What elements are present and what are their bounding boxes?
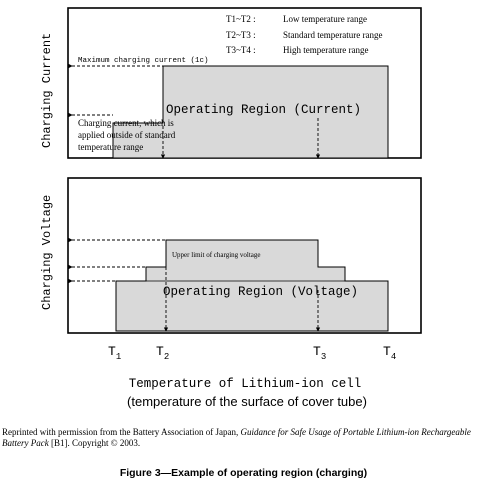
tick-t1: T1 <box>108 344 121 362</box>
legend-label-standard: Standard temperature range <box>283 30 382 40</box>
outside-note-line-3: temperature range <box>78 142 143 152</box>
tick-t2: T2 <box>156 344 169 362</box>
tick-t3: T3 <box>313 344 326 362</box>
temperature-axis: T1 T2 T3 T4 Temperature of Lithium-ion c… <box>108 344 396 409</box>
voltage-y-axis-label: Charging Voltage <box>40 195 54 310</box>
current-region-label: Operating Region (Current) <box>166 103 361 117</box>
max-current-label: Maximum charging current (1c) <box>78 57 209 65</box>
current-y-axis-label: Charging Current <box>40 33 54 148</box>
outside-note-line-2: applied outside of standard <box>78 130 176 140</box>
reprint-credit: Reprinted with permission from the Batte… <box>2 427 486 449</box>
tick-t4: T4 <box>383 344 396 362</box>
legend-range-low: T1~T2 : <box>226 14 256 24</box>
figure-caption: Figure 3—Example of operating region (ch… <box>119 467 368 479</box>
voltage-panel: Charging Voltage Upper limit of charging… <box>40 177 422 334</box>
voltage-region-label: Operating Region (Voltage) <box>163 285 358 299</box>
outside-note-line-1: Charging current, which is <box>78 118 174 128</box>
legend-range-high: T3~T4 : <box>226 45 256 55</box>
credit-suffix: [B1]. Copyright © 2003. <box>48 438 141 448</box>
legend-label-high: High temperature range <box>283 45 368 55</box>
temperature-range-legend: T1~T2 : Low temperature range T2~T3 : St… <box>226 14 382 55</box>
x-axis-title-line-1: Temperature of Lithium-ion cell <box>129 377 362 391</box>
credit-prefix: Reprinted with permission from the Batte… <box>2 427 241 437</box>
current-panel: Charging Current T1~T2 : Low temperature… <box>40 7 422 159</box>
legend-label-low: Low temperature range <box>283 14 367 24</box>
credit-title: Guidance for Safe Usage of Portable Lith… <box>2 427 471 448</box>
voltage-panel-frame <box>67 177 422 334</box>
x-axis-title-line-2: (temperature of the surface of cover tub… <box>127 394 367 409</box>
upper-limit-label: Upper limit of charging voltage <box>172 251 261 259</box>
legend-range-standard: T2~T3 : <box>226 30 256 40</box>
